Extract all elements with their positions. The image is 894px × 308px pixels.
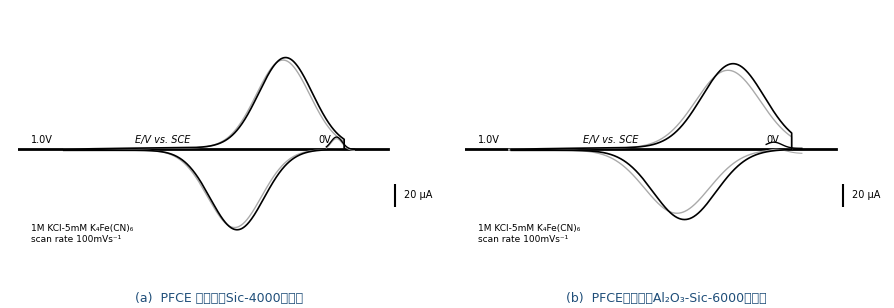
Text: 1M KCl-5mM K₄Fe(CN)₆
scan rate 100mVs⁻¹: 1M KCl-5mM K₄Fe(CN)₆ scan rate 100mVs⁻¹	[477, 224, 580, 244]
Text: (b)  PFCE石墨电极Al₂O₃-Sic-6000目抛光: (b) PFCE石墨电极Al₂O₃-Sic-6000目抛光	[566, 292, 766, 305]
Text: 20 μA: 20 μA	[403, 190, 432, 200]
Text: 1M KCl-5mM K₄Fe(CN)₆
scan rate 100mVs⁻¹: 1M KCl-5mM K₄Fe(CN)₆ scan rate 100mVs⁻¹	[30, 224, 133, 244]
Text: 1.0V: 1.0V	[30, 135, 53, 145]
Text: 1.0V: 1.0V	[477, 135, 500, 145]
Text: 0V: 0V	[765, 135, 778, 145]
Text: 0V: 0V	[318, 135, 331, 145]
Text: E/V vs. SCE: E/V vs. SCE	[582, 135, 637, 145]
Text: 20 μA: 20 μA	[850, 190, 879, 200]
Text: (a)  PFCE 石墨电极Sic-4000目抛光: (a) PFCE 石墨电极Sic-4000目抛光	[135, 292, 303, 305]
Text: E/V vs. SCE: E/V vs. SCE	[135, 135, 190, 145]
